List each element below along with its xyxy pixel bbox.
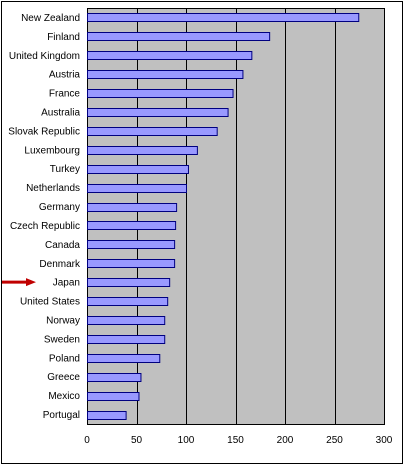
bar-poland xyxy=(87,354,161,363)
bar-finland xyxy=(87,32,271,41)
category-label-netherlands: Netherlands xyxy=(26,183,80,194)
category-label-luxembourg: Luxembourg xyxy=(24,145,80,156)
x-tick-label-50: 50 xyxy=(131,435,143,446)
bar-netherlands xyxy=(87,184,187,193)
category-label-canada: Canada xyxy=(45,240,80,251)
category-label-norway: Norway xyxy=(46,316,80,327)
category-label-france: France xyxy=(49,89,81,100)
x-tick-label-0: 0 xyxy=(84,435,90,446)
bar-denmark xyxy=(87,259,176,268)
bar-luxembourg xyxy=(87,146,198,155)
bar-united-states xyxy=(87,297,169,306)
category-label-mexico: Mexico xyxy=(48,391,80,402)
bar-australia xyxy=(87,108,229,117)
bar-germany xyxy=(87,203,178,212)
category-label-australia: Australia xyxy=(41,108,80,119)
arrow-head xyxy=(26,278,36,287)
category-label-united-states: United States xyxy=(20,297,80,308)
bar-austria xyxy=(87,70,244,79)
category-label-finland: Finland xyxy=(47,32,80,43)
x-tick-label-300: 300 xyxy=(376,435,393,446)
bar-united-kingdom xyxy=(87,51,253,60)
category-label-slovak-republic: Slovak Republic xyxy=(8,126,80,137)
category-label-turkey: Turkey xyxy=(50,164,80,175)
bar-slovak-republic xyxy=(87,127,218,136)
bar-canada xyxy=(87,240,176,249)
bar-japan xyxy=(87,278,171,287)
category-label-new-zealand: New Zealand xyxy=(21,13,80,24)
category-label-portugal: Portugal xyxy=(43,410,80,421)
bar-mexico xyxy=(87,392,140,401)
category-label-greece: Greece xyxy=(47,372,80,383)
bar-greece xyxy=(87,373,142,382)
bar-turkey xyxy=(87,165,189,174)
category-label-japan: Japan xyxy=(53,278,80,289)
bar-new-zealand xyxy=(87,13,360,22)
category-label-czech-republic: Czech Republic xyxy=(10,221,80,232)
bars xyxy=(87,13,360,420)
category-label-denmark: Denmark xyxy=(39,259,81,270)
category-label-germany: Germany xyxy=(39,202,80,213)
bar-norway xyxy=(87,316,166,325)
category-label-austria: Austria xyxy=(49,70,81,81)
highlight-arrow xyxy=(2,278,36,287)
category-label-sweden: Sweden xyxy=(44,334,80,345)
x-axis-tick-labels: 0 50 100 150 200 250 300 xyxy=(84,435,393,446)
category-label-united-kingdom: United Kingdom xyxy=(9,51,80,62)
bar-czech-republic xyxy=(87,221,177,230)
x-tick-label-250: 250 xyxy=(326,435,343,446)
bar-france xyxy=(87,89,234,98)
category-label-poland: Poland xyxy=(49,353,80,364)
bar-sweden xyxy=(87,335,166,344)
x-tick-label-100: 100 xyxy=(178,435,195,446)
category-labels: New Zealand Finland United Kingdom Austria F… xyxy=(8,13,81,421)
x-tick-label-200: 200 xyxy=(277,435,294,446)
bar-portugal xyxy=(87,411,127,420)
x-tick-label-150: 150 xyxy=(227,435,244,446)
